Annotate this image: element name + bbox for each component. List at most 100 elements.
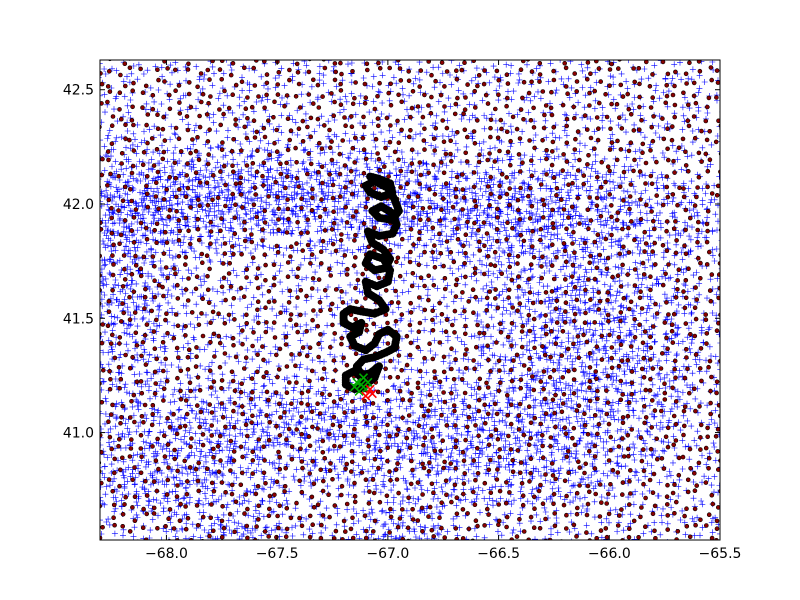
cell-center-dot: [492, 159, 498, 164]
cell-center-dot: [199, 251, 205, 257]
cell-center-dot: [152, 263, 157, 269]
cell-center-dot: [352, 426, 357, 432]
cell-center-dot: [331, 358, 337, 363]
cell-center-dot: [107, 368, 112, 374]
cell-center-dot: [120, 542, 124, 546]
cell-center-dot: [361, 221, 367, 226]
cell-center-dot: [654, 159, 659, 165]
x-tick-label: −67.0: [366, 546, 409, 562]
cell-center-dot: [459, 376, 465, 382]
cell-center-dot: [205, 139, 211, 144]
cell-center-dot: [240, 341, 245, 347]
cell-center-dot: [610, 274, 615, 280]
cell-center-dot: [223, 297, 228, 303]
cell-center-dot: [216, 469, 222, 475]
cell-center-dot: [416, 236, 422, 242]
cell-center-dot: [318, 261, 324, 266]
cell-center-dot: [194, 503, 200, 508]
cell-center-dot: [507, 186, 513, 191]
cell-center-dot: [217, 340, 223, 346]
cell-center-dot: [151, 505, 157, 511]
cell-center-dot: [161, 114, 166, 120]
cell-center-dot: [640, 141, 646, 147]
cell-center-dot: [109, 205, 114, 211]
cell-center-dot: [361, 124, 367, 130]
cell-center-dot: [211, 331, 217, 337]
cell-center-dot: [196, 237, 202, 243]
cell-center-dot: [316, 105, 322, 110]
cell-center-dot: [504, 191, 510, 197]
cell-center-dot: [562, 248, 568, 254]
cell-center-dot: [707, 129, 713, 134]
cell-center-dot: [696, 460, 702, 466]
cell-center-dot: [200, 296, 205, 302]
cell-center-dot: [683, 251, 689, 257]
cell-center-dot: [173, 125, 179, 131]
cell-center-dot: [209, 480, 215, 486]
cell-center-dot: [175, 323, 181, 329]
cell-center-dot: [174, 431, 180, 437]
cell-center-dot: [672, 170, 677, 175]
cell-center-dot: [695, 227, 701, 233]
cell-center-dot: [242, 227, 248, 233]
cell-center-dot: [183, 287, 189, 292]
cell-center-dot: [152, 278, 157, 284]
cell-center-dot: [461, 481, 467, 486]
cell-center-dot: [408, 128, 413, 133]
cell-center-dot: [709, 492, 715, 498]
cell-center-dot: [464, 134, 470, 140]
cell-center-dot: [521, 363, 527, 368]
cell-center-dot: [299, 523, 305, 529]
cell-center-dot: [438, 251, 444, 256]
cell-center-dot: [465, 219, 470, 225]
cell-center-dot: [394, 477, 400, 482]
cell-center-dot: [526, 367, 532, 372]
cell-center-dot: [352, 480, 357, 486]
cell-center-dot: [632, 267, 638, 272]
cell-center-dot: [629, 369, 635, 374]
cell-center-dot: [621, 454, 627, 459]
cell-center-dot: [421, 442, 426, 448]
cell-center-dot: [638, 197, 643, 202]
cell-center-dot: [174, 494, 180, 499]
cell-center-dot: [420, 461, 425, 467]
cell-center-dot: [563, 259, 569, 265]
cell-center-dot: [210, 309, 216, 315]
cell-center-dot: [207, 127, 212, 132]
cell-center-dot: [128, 446, 134, 451]
cell-center-dot: [409, 458, 414, 464]
cell-center-dot: [163, 356, 168, 362]
cell-center-dot: [661, 136, 667, 142]
cell-center-dot: [706, 512, 712, 518]
cell-center-dot: [552, 410, 557, 416]
cell-center-dot: [244, 312, 249, 318]
cell-center-dot: [639, 458, 645, 464]
cell-center-dot: [620, 415, 626, 420]
cell-center-dot: [462, 107, 468, 112]
cell-center-dot: [716, 505, 720, 510]
cell-center-dot: [475, 83, 480, 89]
cell-center-dot: [285, 197, 290, 202]
cell-center-dot: [516, 152, 522, 157]
cell-center-dot: [174, 194, 179, 200]
cell-center-dot: [353, 209, 359, 214]
cell-center-dot: [151, 511, 157, 516]
cell-center-dot: [426, 170, 432, 176]
cell-center-dot: [471, 60, 476, 63]
cell-center-dot: [587, 398, 593, 404]
cell-center-dot: [110, 402, 115, 408]
cell-center-dot: [673, 250, 679, 256]
cell-center-dot: [541, 369, 547, 374]
cell-center-dot: [231, 424, 237, 430]
cell-center-dot: [631, 128, 637, 133]
cell-center-dot: [317, 214, 323, 220]
cell-center-dot: [419, 403, 425, 409]
cell-center-dot: [129, 170, 135, 176]
cell-center-dot: [287, 67, 292, 73]
cell-center-dot: [409, 147, 415, 153]
cell-center-dot: [319, 522, 324, 528]
cell-center-dot: [571, 104, 577, 110]
cell-center-dot: [261, 444, 266, 450]
cell-center-dot: [641, 403, 647, 409]
cell-center-dot: [582, 411, 587, 417]
